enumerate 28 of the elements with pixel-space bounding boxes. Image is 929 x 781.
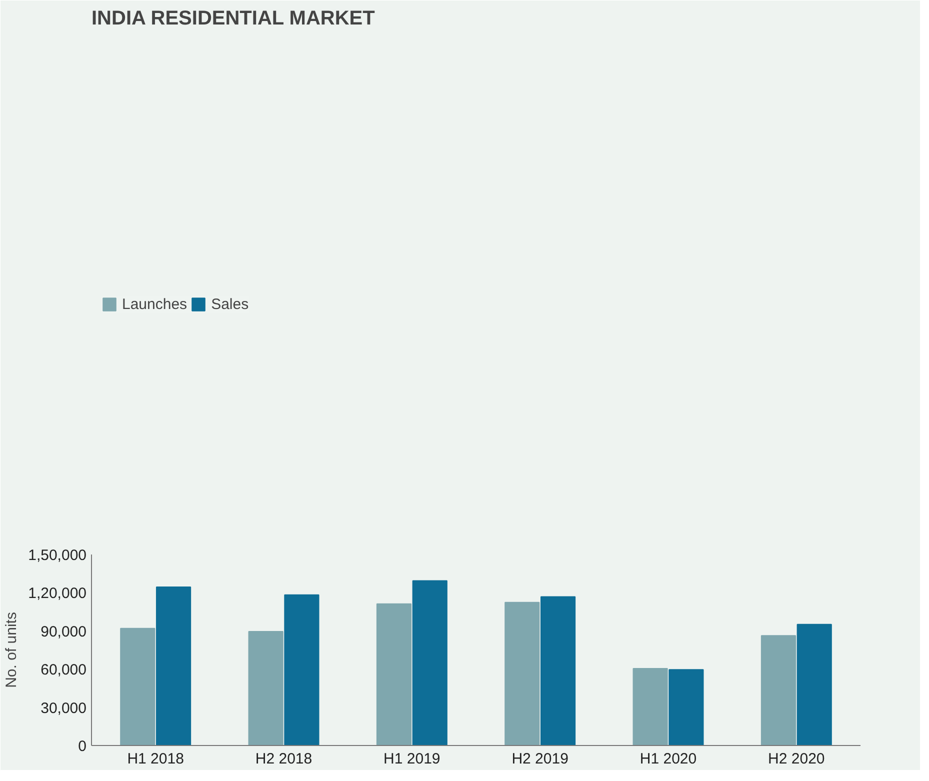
y-tick-label: 90,000 <box>40 623 87 640</box>
y-axis-title: No. of units <box>3 612 20 688</box>
bar <box>796 624 832 746</box>
bar <box>376 603 412 746</box>
x-tick-label: H1 2019 <box>384 750 440 768</box>
bar <box>760 635 796 746</box>
bar <box>504 602 540 746</box>
bar <box>120 628 156 746</box>
x-tick-label: H1 2020 <box>640 750 697 768</box>
y-tick-label: 30,000 <box>40 700 87 717</box>
x-tick-label: H2 2020 <box>768 750 825 768</box>
y-tick-label: 0 <box>78 738 86 755</box>
y-tick-label: 1,50,000 <box>28 547 86 564</box>
bar <box>248 631 284 746</box>
bar <box>284 594 320 746</box>
bar <box>632 668 668 746</box>
bar <box>156 586 192 746</box>
chart-title: INDIA RESIDENTIAL MARKET <box>92 8 375 30</box>
bar <box>540 596 576 746</box>
y-tick-label: 1,20,000 <box>28 585 86 602</box>
bar <box>412 580 448 746</box>
y-tick-label: 60,000 <box>40 662 87 679</box>
bar <box>668 669 704 746</box>
x-tick-label: H1 2018 <box>127 750 184 768</box>
x-tick-label: H2 2018 <box>255 750 312 768</box>
x-tick-label: H2 2019 <box>512 750 568 768</box>
legend-label: Launches <box>122 296 188 312</box>
legend-label: Sales <box>211 296 249 312</box>
